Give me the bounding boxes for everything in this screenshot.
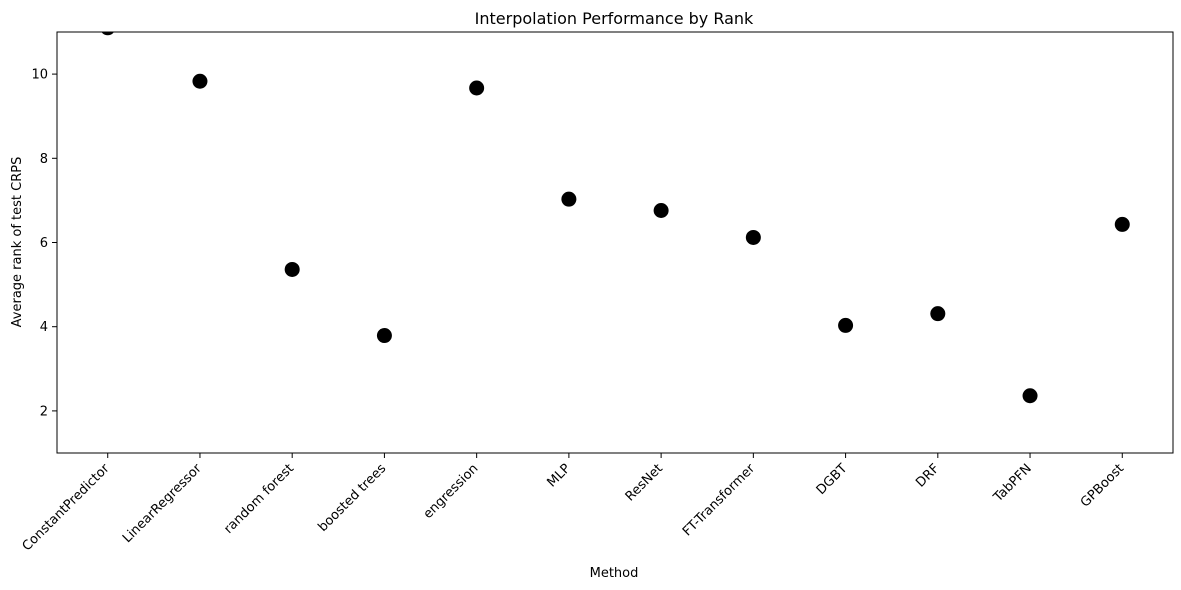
data-point — [376, 328, 392, 344]
data-points — [101, 32, 1130, 404]
x-tick-label: engression — [421, 461, 482, 522]
data-point — [745, 229, 761, 245]
x-axis: ConstantPredictor LinearRegressor random f… — [20, 453, 1127, 554]
x-tick-label: DGBT — [814, 461, 851, 498]
x-tick-label: boosted trees — [315, 461, 389, 535]
x-tick-label: GPBoost — [1078, 461, 1127, 510]
data-point — [469, 80, 485, 96]
x-tick-label: ConstantPredictor — [20, 461, 113, 554]
x-tick-label: FT-Transformer — [680, 461, 759, 540]
x-tick-label: TabPFN — [990, 461, 1035, 506]
x-tick-label: LinearRegressor — [120, 461, 205, 546]
data-point — [653, 203, 669, 219]
y-tick-label: 2 — [40, 404, 48, 419]
data-point — [561, 191, 577, 207]
y-tick-label: 8 — [40, 152, 48, 167]
y-tick-label: 6 — [40, 236, 48, 251]
data-point — [192, 73, 208, 89]
y-tick-label: 10 — [31, 68, 48, 83]
x-axis-label: Method — [590, 566, 639, 581]
data-point — [1114, 216, 1130, 232]
x-tick-label: MLP — [545, 461, 574, 490]
data-point — [284, 261, 300, 277]
data-point — [838, 317, 854, 333]
y-axis: 2 4 6 8 10 — [31, 68, 57, 419]
plot-area — [56, 31, 1174, 454]
data-point — [1022, 388, 1038, 404]
x-tick-label: DRF — [913, 461, 942, 490]
chart-title: Interpolation Performance by Rank — [475, 9, 754, 28]
x-tick-label: ResNet — [623, 461, 666, 504]
y-tick-label: 4 — [40, 320, 48, 335]
x-tick-label: random forest — [221, 461, 297, 537]
data-point — [101, 32, 114, 36]
y-axis-label: Average rank of test CRPS — [10, 157, 25, 328]
data-point — [930, 306, 946, 322]
